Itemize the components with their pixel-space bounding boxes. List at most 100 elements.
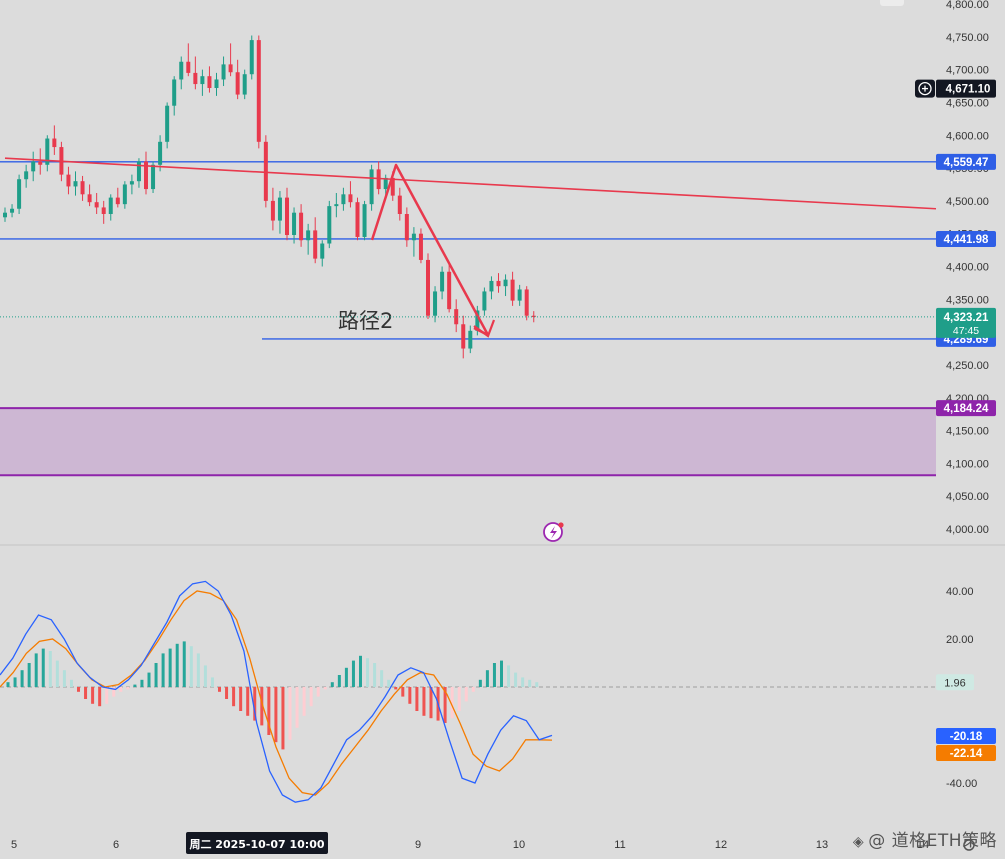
macd-histogram-bar[interactable] xyxy=(175,643,179,687)
macd-histogram-bar[interactable] xyxy=(119,687,123,692)
candle[interactable] xyxy=(411,227,416,257)
candle[interactable] xyxy=(256,35,261,149)
macd-histogram-bar[interactable] xyxy=(154,663,158,687)
macd-histogram-bar[interactable] xyxy=(161,653,165,687)
macd-histogram-bar[interactable] xyxy=(507,665,511,687)
macd-histogram-bar[interactable] xyxy=(41,648,45,687)
macd-histogram-bar[interactable] xyxy=(485,670,489,687)
macd-histogram-bar[interactable] xyxy=(140,679,144,687)
candle[interactable] xyxy=(144,151,148,195)
macd-histogram-bar[interactable] xyxy=(380,670,384,687)
macd-histogram-bar[interactable] xyxy=(112,687,116,697)
candle[interactable] xyxy=(270,187,275,231)
candle[interactable] xyxy=(496,273,501,293)
signal-line[interactable] xyxy=(0,590,553,796)
candle[interactable] xyxy=(341,187,346,211)
macd-histogram-bar[interactable] xyxy=(126,687,130,690)
macd-histogram-bar[interactable] xyxy=(147,672,151,687)
macd-histogram-bar[interactable] xyxy=(500,660,503,687)
candle[interactable] xyxy=(369,164,374,211)
macd-histogram-bar[interactable] xyxy=(415,687,419,711)
candle[interactable] xyxy=(165,102,170,149)
macd-histogram-bar[interactable] xyxy=(422,687,426,716)
macd-histogram-bar[interactable] xyxy=(84,687,88,699)
candle[interactable] xyxy=(122,181,127,209)
candle[interactable] xyxy=(327,200,332,249)
macd-histogram-bar[interactable] xyxy=(260,687,264,726)
macd-histogram-bar[interactable] xyxy=(457,687,461,711)
macd-histogram-bar[interactable] xyxy=(344,667,348,687)
macd-histogram-bar[interactable] xyxy=(274,687,278,743)
candle[interactable] xyxy=(52,125,57,155)
level-price-tag[interactable]: 4,559.47 xyxy=(936,153,996,170)
macd-histogram-bar[interactable] xyxy=(98,687,102,707)
support-zone[interactable] xyxy=(0,408,936,476)
candle[interactable] xyxy=(482,287,487,316)
candle[interactable] xyxy=(320,240,325,267)
candle[interactable] xyxy=(433,286,438,323)
candle[interactable] xyxy=(129,174,134,195)
macd-histogram-bar[interactable] xyxy=(232,687,236,707)
macd-histogram-bar[interactable] xyxy=(27,663,31,687)
candle[interactable] xyxy=(461,315,466,359)
candle[interactable] xyxy=(397,187,402,221)
macd-histogram-bar[interactable] xyxy=(359,655,362,687)
macd-histogram-bar[interactable] xyxy=(408,687,412,704)
macd-histogram-bar[interactable] xyxy=(20,670,24,687)
candle[interactable] xyxy=(313,217,318,264)
macd-histogram-bar[interactable] xyxy=(387,679,391,687)
macd-histogram-bar[interactable] xyxy=(429,687,433,719)
candle[interactable] xyxy=(503,274,508,297)
macd-histogram-bar[interactable] xyxy=(521,677,525,687)
macd-histogram-bar[interactable] xyxy=(366,658,370,687)
candle[interactable] xyxy=(193,56,198,90)
macd-histogram-bar[interactable] xyxy=(330,682,334,687)
candle[interactable] xyxy=(235,59,240,100)
candle[interactable] xyxy=(101,200,106,224)
candle[interactable] xyxy=(447,263,452,313)
macd-histogram-bar[interactable] xyxy=(337,675,341,687)
candle[interactable] xyxy=(38,148,43,175)
macd-histogram-bar[interactable] xyxy=(267,687,271,735)
macd-histogram-bar[interactable] xyxy=(471,687,475,692)
macd-histogram-bar[interactable] xyxy=(6,682,10,687)
plus-circle-icon[interactable] xyxy=(918,81,932,96)
macd-histogram-bar[interactable] xyxy=(62,670,66,687)
macd-histogram-bar[interactable] xyxy=(478,679,482,687)
macd-value-tag[interactable]: -20.18 xyxy=(936,728,996,744)
macd-histogram-bar[interactable] xyxy=(189,646,193,687)
candle[interactable] xyxy=(524,286,529,321)
macd-histogram-bar[interactable] xyxy=(492,663,496,687)
macd-histogram-bar[interactable] xyxy=(288,687,292,740)
macd-histogram-bar[interactable] xyxy=(77,687,80,692)
candle[interactable] xyxy=(10,204,15,218)
candle[interactable] xyxy=(115,187,120,208)
candle[interactable] xyxy=(440,266,445,300)
macd-histogram-bar[interactable] xyxy=(182,641,186,687)
candle[interactable] xyxy=(285,187,289,241)
candle[interactable] xyxy=(348,181,353,208)
candle[interactable] xyxy=(249,35,254,80)
histogram-value-tag[interactable]: 1.96 xyxy=(936,674,974,691)
macd-histogram-bar[interactable] xyxy=(394,687,398,690)
candle[interactable] xyxy=(221,56,226,87)
candle[interactable] xyxy=(73,171,78,196)
candle[interactable] xyxy=(306,223,311,255)
candle[interactable] xyxy=(404,207,409,247)
macd-histogram-bar[interactable] xyxy=(253,687,257,721)
candle[interactable] xyxy=(45,135,50,172)
macd-histogram-bar[interactable] xyxy=(323,687,327,690)
candle[interactable] xyxy=(228,43,233,77)
level-price-tag[interactable]: 4,441.98 xyxy=(936,230,996,247)
macd-histogram-bar[interactable] xyxy=(55,660,59,687)
candle[interactable] xyxy=(510,271,515,306)
candle[interactable] xyxy=(136,158,141,188)
macd-histogram-bar[interactable] xyxy=(34,653,38,687)
candle[interactable] xyxy=(172,76,177,116)
candle[interactable] xyxy=(94,193,99,214)
macd-histogram-bar[interactable] xyxy=(218,687,221,692)
toolbar-button[interactable] xyxy=(880,0,904,6)
candle[interactable] xyxy=(66,166,71,195)
candle[interactable] xyxy=(158,135,163,172)
